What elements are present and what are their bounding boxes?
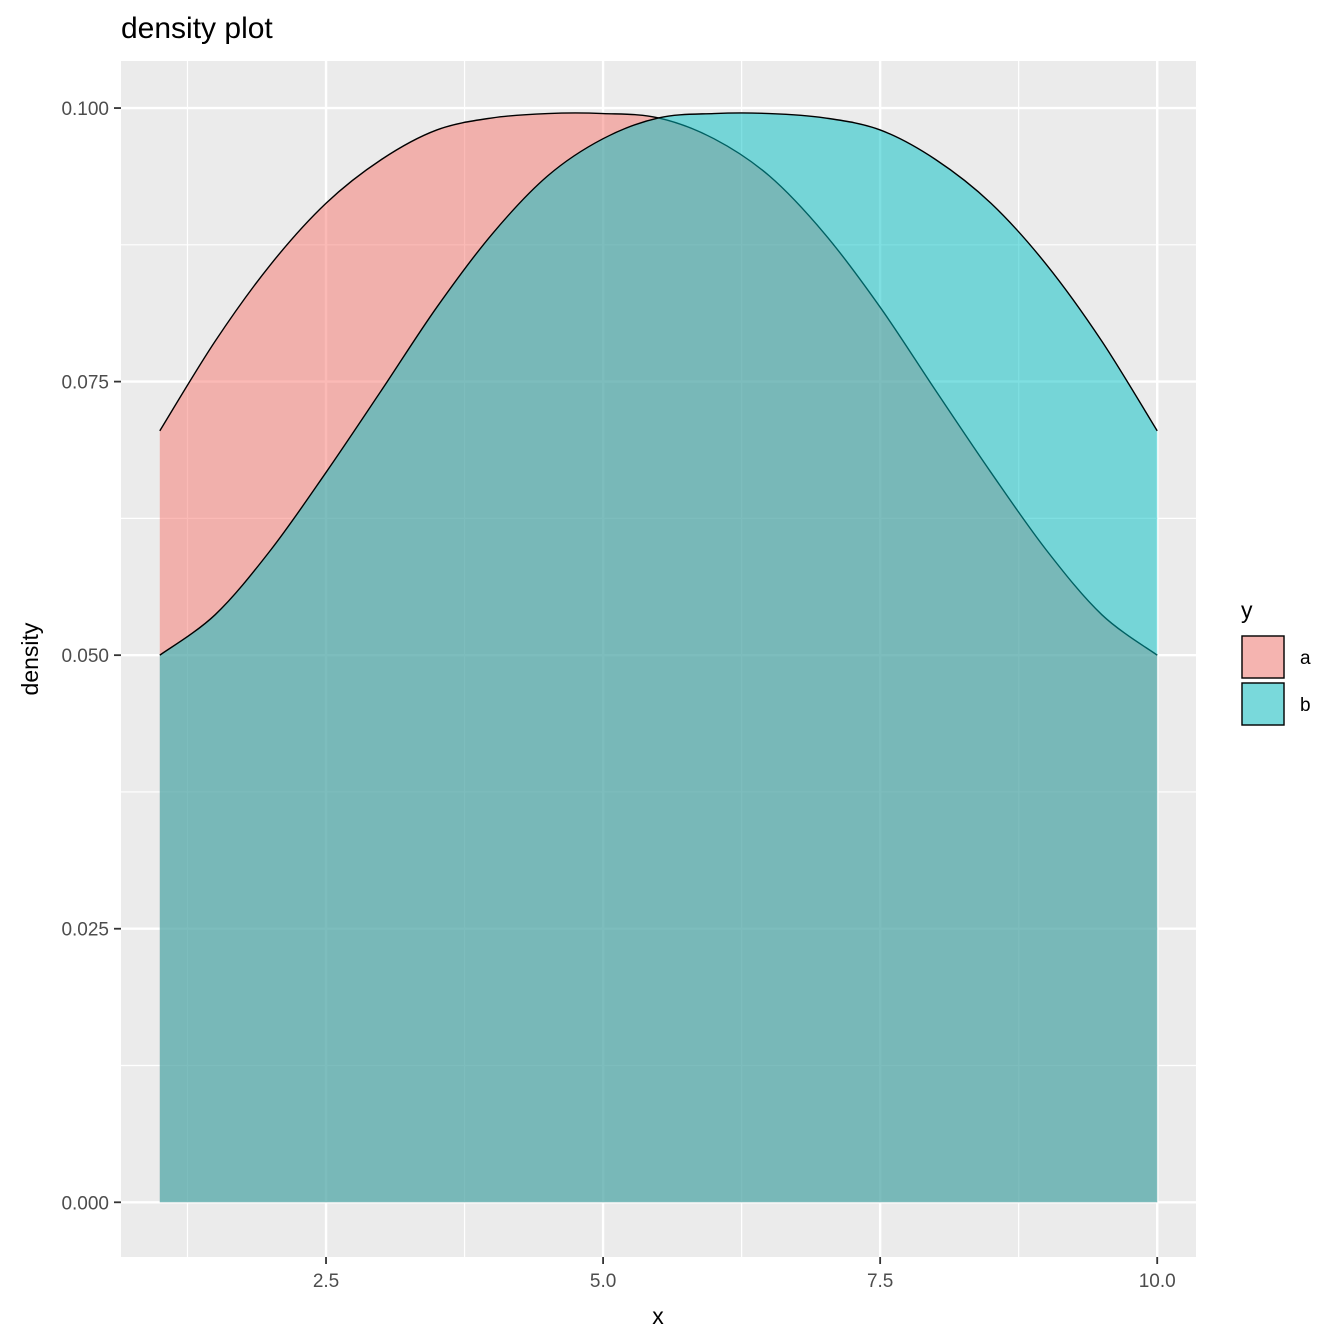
legend-label-a: a: [1300, 648, 1311, 669]
x-axis: 2.5 5.0 7.5 10.0: [313, 1257, 1176, 1292]
legend-title: y: [1241, 597, 1253, 623]
legend: y a b: [1241, 597, 1311, 726]
y-tick-label: 0.050: [61, 646, 109, 667]
legend-label-b: b: [1300, 695, 1311, 716]
x-tick-label: 2.5: [313, 1271, 339, 1292]
density-area-b: [159, 112, 1158, 1203]
density-areas: [159, 112, 1158, 1203]
density-curve-b: [159, 112, 1158, 656]
x-tick-label: 5.0: [590, 1271, 616, 1292]
y-axis-title: density: [17, 622, 43, 695]
chart-title: density plot: [121, 12, 273, 45]
x-tick-label: 10.0: [1139, 1271, 1176, 1292]
y-tick-label: 0.100: [61, 99, 109, 120]
y-tick-label: 0.025: [61, 920, 109, 941]
y-tick-label: 0.075: [61, 373, 109, 394]
x-tick-label: 7.5: [867, 1271, 893, 1292]
y-tick-label: 0.000: [61, 1193, 109, 1214]
x-axis-title: x: [652, 1303, 664, 1329]
legend-swatch-a: [1241, 635, 1285, 679]
y-axis: 0.000 0.025 0.050 0.075 0.100: [61, 99, 121, 1214]
legend-swatch-b: [1241, 682, 1285, 726]
